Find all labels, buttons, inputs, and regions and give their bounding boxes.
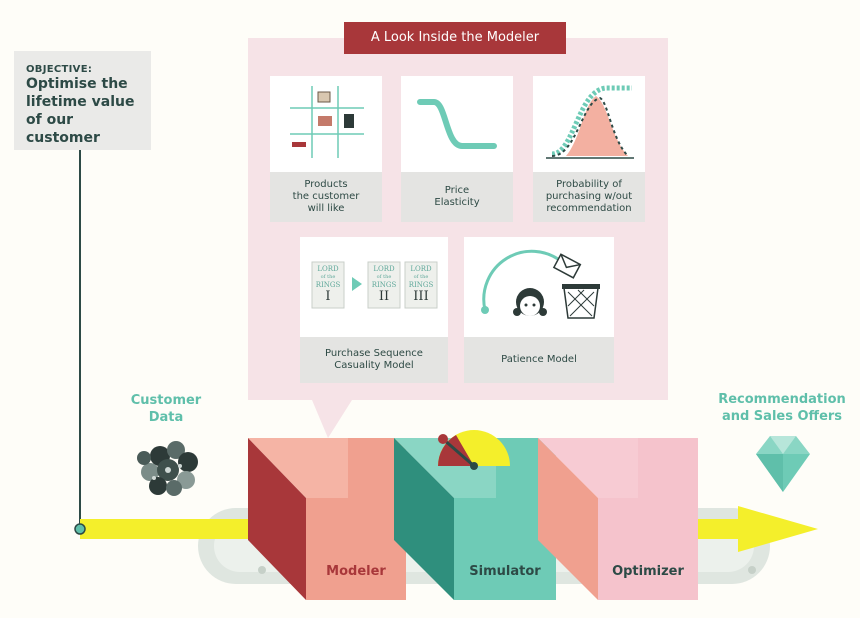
machine-label-modeler: Modeler: [326, 564, 386, 579]
book-2-text: LORD of the RINGS II: [368, 265, 400, 305]
caption-sequence-line-1: Purchase Sequence: [325, 348, 423, 359]
title-banner: A Look Inside the Modeler: [344, 22, 566, 54]
simulator-machine: [394, 438, 556, 600]
objective-dot: [74, 523, 86, 535]
input-label-line-1: Customer: [130, 393, 202, 408]
book-1-icon: [311, 261, 345, 309]
book-2-line-2: of the: [376, 274, 392, 280]
book-2-volume: II: [378, 289, 390, 304]
output-label-line-2: and Sales Offers: [721, 409, 843, 424]
objective-line-1: Optimise the: [26, 76, 128, 92]
caption-price-line-1: Price: [444, 185, 470, 196]
caption-sequence-line-2: Casuality Model: [334, 360, 414, 371]
gauge-icon: [438, 430, 510, 470]
caption-probability: Probability of purchasing w/out recommen…: [533, 172, 645, 222]
elasticity-curve-icon: [417, 99, 497, 149]
machine-label-optimizer: Optimizer: [612, 564, 684, 579]
book-3-volume: III: [413, 289, 429, 304]
caption-price: Price Elasticity: [401, 172, 513, 222]
objective-kicker: OBJECTIVE:: [26, 64, 93, 75]
caption-products-line-3: will like: [307, 203, 345, 214]
book-3-icon: [404, 261, 438, 309]
customer-data-icon: [137, 441, 198, 496]
book-1-volume: I: [325, 289, 331, 304]
card-sequence: [300, 237, 448, 383]
patience-arc-icon: [482, 249, 563, 311]
book-3-line-3: RINGS: [408, 281, 434, 289]
probability-curves-icon: [546, 85, 634, 159]
products-grid-icon: [290, 86, 364, 158]
output-label-line-1: Recommendation: [718, 392, 846, 407]
diamond-icon: [756, 436, 810, 492]
objective-box: [14, 51, 151, 150]
envelope-icon: [552, 253, 582, 279]
input-label: Customer Data: [116, 392, 216, 426]
card-probability: [533, 76, 645, 222]
objective-line-2: lifetime value: [26, 94, 135, 110]
trash-bin-icon: [562, 284, 600, 319]
caption-probability-line-2: purchasing w/out: [545, 191, 633, 202]
book-1-line-3: RINGS: [315, 281, 341, 289]
book-2-line-3: RINGS: [371, 281, 397, 289]
objective-line-3: of our customer: [26, 112, 100, 146]
caption-sequence: Purchase Sequence Casuality Model: [300, 337, 448, 383]
output-label: Recommendation and Sales Offers: [710, 391, 854, 425]
book-1-text: LORD of the RINGS I: [312, 265, 344, 305]
book-2-line-1: LORD: [373, 265, 395, 273]
input-label-line-2: Data: [148, 410, 184, 425]
book-1-line-2: of the: [320, 274, 336, 280]
card-price: [401, 76, 513, 222]
book-1-line-1: LORD: [317, 265, 339, 273]
caption-products-line-1: Products: [304, 179, 348, 190]
card-products: [270, 76, 382, 222]
card-patience: [464, 237, 614, 383]
machine-label-simulator: Simulator: [469, 564, 541, 579]
sequence-arrow-icon: [352, 277, 362, 291]
caption-patience: Patience Model: [464, 337, 614, 383]
caption-price-line-2: Elasticity: [434, 197, 480, 208]
caption-products-line-2: the customer: [292, 191, 360, 202]
caption-patience-line-1: Patience Model: [501, 354, 577, 365]
book-3-text: LORD of the RINGS III: [405, 265, 437, 305]
book-3-line-2: of the: [413, 274, 429, 280]
caption-probability-line-1: Probability of: [556, 179, 622, 190]
caption-products: Products the customer will like: [270, 172, 382, 222]
book-3-line-1: LORD: [410, 265, 432, 273]
person-icon: [513, 288, 547, 316]
book-2-icon: [367, 261, 401, 309]
objective: OBJECTIVE: Optimise the lifetime value o…: [26, 64, 148, 147]
optimizer-machine: [538, 438, 698, 600]
caption-probability-line-3: recommendation: [546, 203, 632, 214]
